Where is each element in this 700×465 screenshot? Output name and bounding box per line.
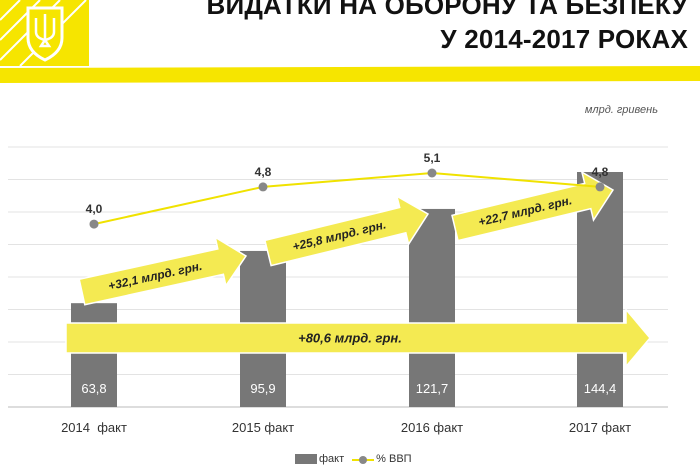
arrow-label: +80,6 млрд. грн. [298, 331, 402, 346]
legend-line-label: % ВВП [376, 452, 412, 465]
x-tick-label: 2016 факт [401, 420, 463, 435]
bar-value-label: 63,8 [81, 381, 106, 396]
legend-bar-label: факт [319, 452, 345, 465]
gdp-point [89, 219, 99, 229]
legend-line-swatch [352, 454, 375, 464]
increase-arrow [263, 194, 430, 267]
gdp-line [93, 171, 601, 226]
gdp-value-label: 4,8 [592, 165, 609, 179]
title-line-2: У 2014-2017 РОКАХ [440, 24, 688, 54]
unit-label: млрд. гривень [584, 104, 658, 116]
legend-bar-swatch [295, 453, 317, 464]
header-banner [0, 66, 700, 83]
gdp-value-label: 5,1 [424, 151, 441, 165]
trident-icon [0, 0, 87, 67]
bar-value-label: 95,9 [250, 381, 275, 396]
increase-arrow [451, 170, 615, 242]
gdp-point [595, 182, 605, 192]
increase-arrow [65, 307, 651, 369]
increase-arrow [78, 235, 248, 306]
bar-value-label: 121,7 [416, 381, 449, 396]
gdp-value-label: 4,0 [86, 202, 103, 216]
legend: факт % ВВП [295, 452, 412, 465]
x-tick-label: 2015 факт [232, 420, 294, 435]
coat-of-arms-logo [0, 0, 89, 67]
gdp-value-label: 4,8 [255, 165, 272, 179]
bar [409, 208, 455, 407]
x-tick-label: 2014 факт [61, 420, 127, 435]
bar [71, 303, 117, 407]
gdp-point [427, 168, 437, 178]
x-tick-label: 2017 факт [569, 420, 631, 435]
page-title: ВИДАТКИ НА ОБОРОНУ ТА БЕЗПЕКУ У 2014-201… [206, 0, 688, 56]
bar-value-label: 144,4 [584, 381, 617, 396]
title-line-1: ВИДАТКИ НА ОБОРОНУ ТА БЕЗПЕКУ [206, 0, 688, 20]
gdp-point [258, 182, 268, 192]
